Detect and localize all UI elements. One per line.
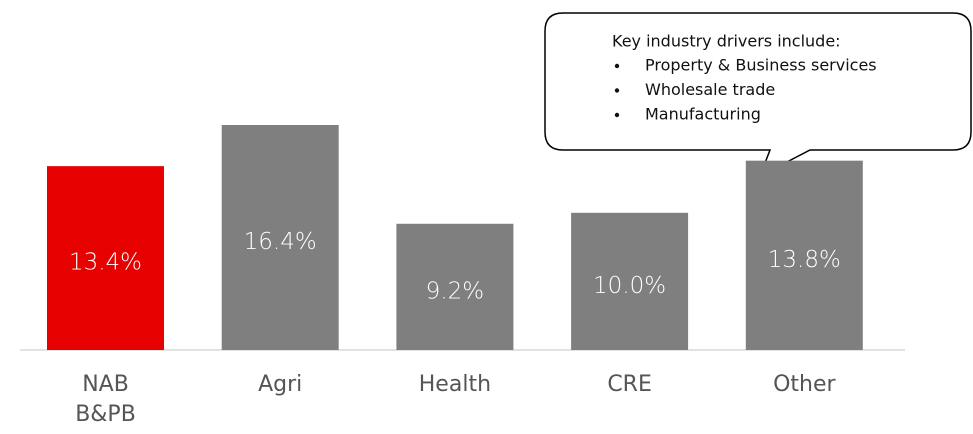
bullet bbox=[614, 112, 620, 118]
value-label: 13.8% bbox=[768, 247, 841, 273]
bar bbox=[745, 160, 863, 350]
bar bbox=[47, 166, 164, 350]
x-tick-label: NAB B&PB bbox=[75, 372, 136, 427]
x-tick-label: Health bbox=[418, 372, 492, 397]
bullet bbox=[614, 63, 620, 69]
x-tick-label: CRE bbox=[607, 372, 652, 397]
x-tick-label: Agri bbox=[258, 372, 303, 397]
bar bbox=[221, 125, 339, 350]
value-label: 16.4% bbox=[244, 229, 317, 255]
callout-item: Property & Business services bbox=[645, 56, 877, 75]
callout-item: Wholesale trade bbox=[645, 80, 775, 99]
callout-item: Manufacturing bbox=[645, 105, 761, 124]
value-label: 9.2% bbox=[426, 278, 484, 304]
bullet bbox=[614, 88, 620, 93]
callout-title: Key industry drivers include: bbox=[612, 32, 841, 51]
bar bbox=[571, 212, 689, 350]
x-tick-label: Other bbox=[773, 372, 836, 397]
value-label: 13.4% bbox=[69, 250, 142, 276]
value-label: 10.0% bbox=[593, 273, 666, 299]
bar bbox=[396, 223, 514, 350]
